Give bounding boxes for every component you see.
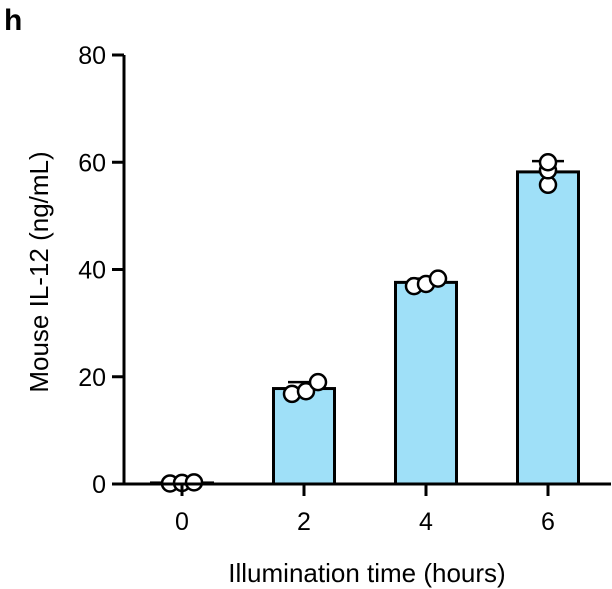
y-tick-label-0: 0	[92, 471, 106, 499]
x-tick-label-4: 4	[419, 508, 433, 536]
data-point-6-3	[538, 153, 558, 172]
x-tick-label-2: 2	[297, 508, 311, 536]
y-axis-title: Mouse IL-12 (ng/mL)	[24, 151, 54, 392]
y-tick-label-80: 80	[78, 42, 106, 70]
bar-4	[394, 280, 458, 486]
x-tick-label-0: 0	[175, 508, 189, 536]
data-point-4-3	[428, 269, 448, 288]
y-tick-label-20: 20	[78, 364, 106, 392]
y-tick-label-60: 60	[78, 149, 106, 177]
y-tick-label-40: 40	[78, 257, 106, 285]
data-point-2-2	[296, 381, 316, 401]
ticks-layer: 0 20 40 60 80 0 2 4 6	[78, 42, 555, 536]
bar-6	[516, 170, 580, 486]
data-point-0-3	[184, 473, 204, 492]
bars-layer	[150, 170, 580, 486]
data-point-2-3	[308, 372, 328, 392]
panel-letter: h	[4, 4, 22, 37]
points-layer	[160, 153, 558, 493]
x-axis-title: Illumination time (hours)	[228, 558, 505, 588]
bar-2	[272, 387, 336, 486]
error-bars-layer	[166, 159, 564, 483]
x-tick-label-6: 6	[541, 508, 555, 536]
